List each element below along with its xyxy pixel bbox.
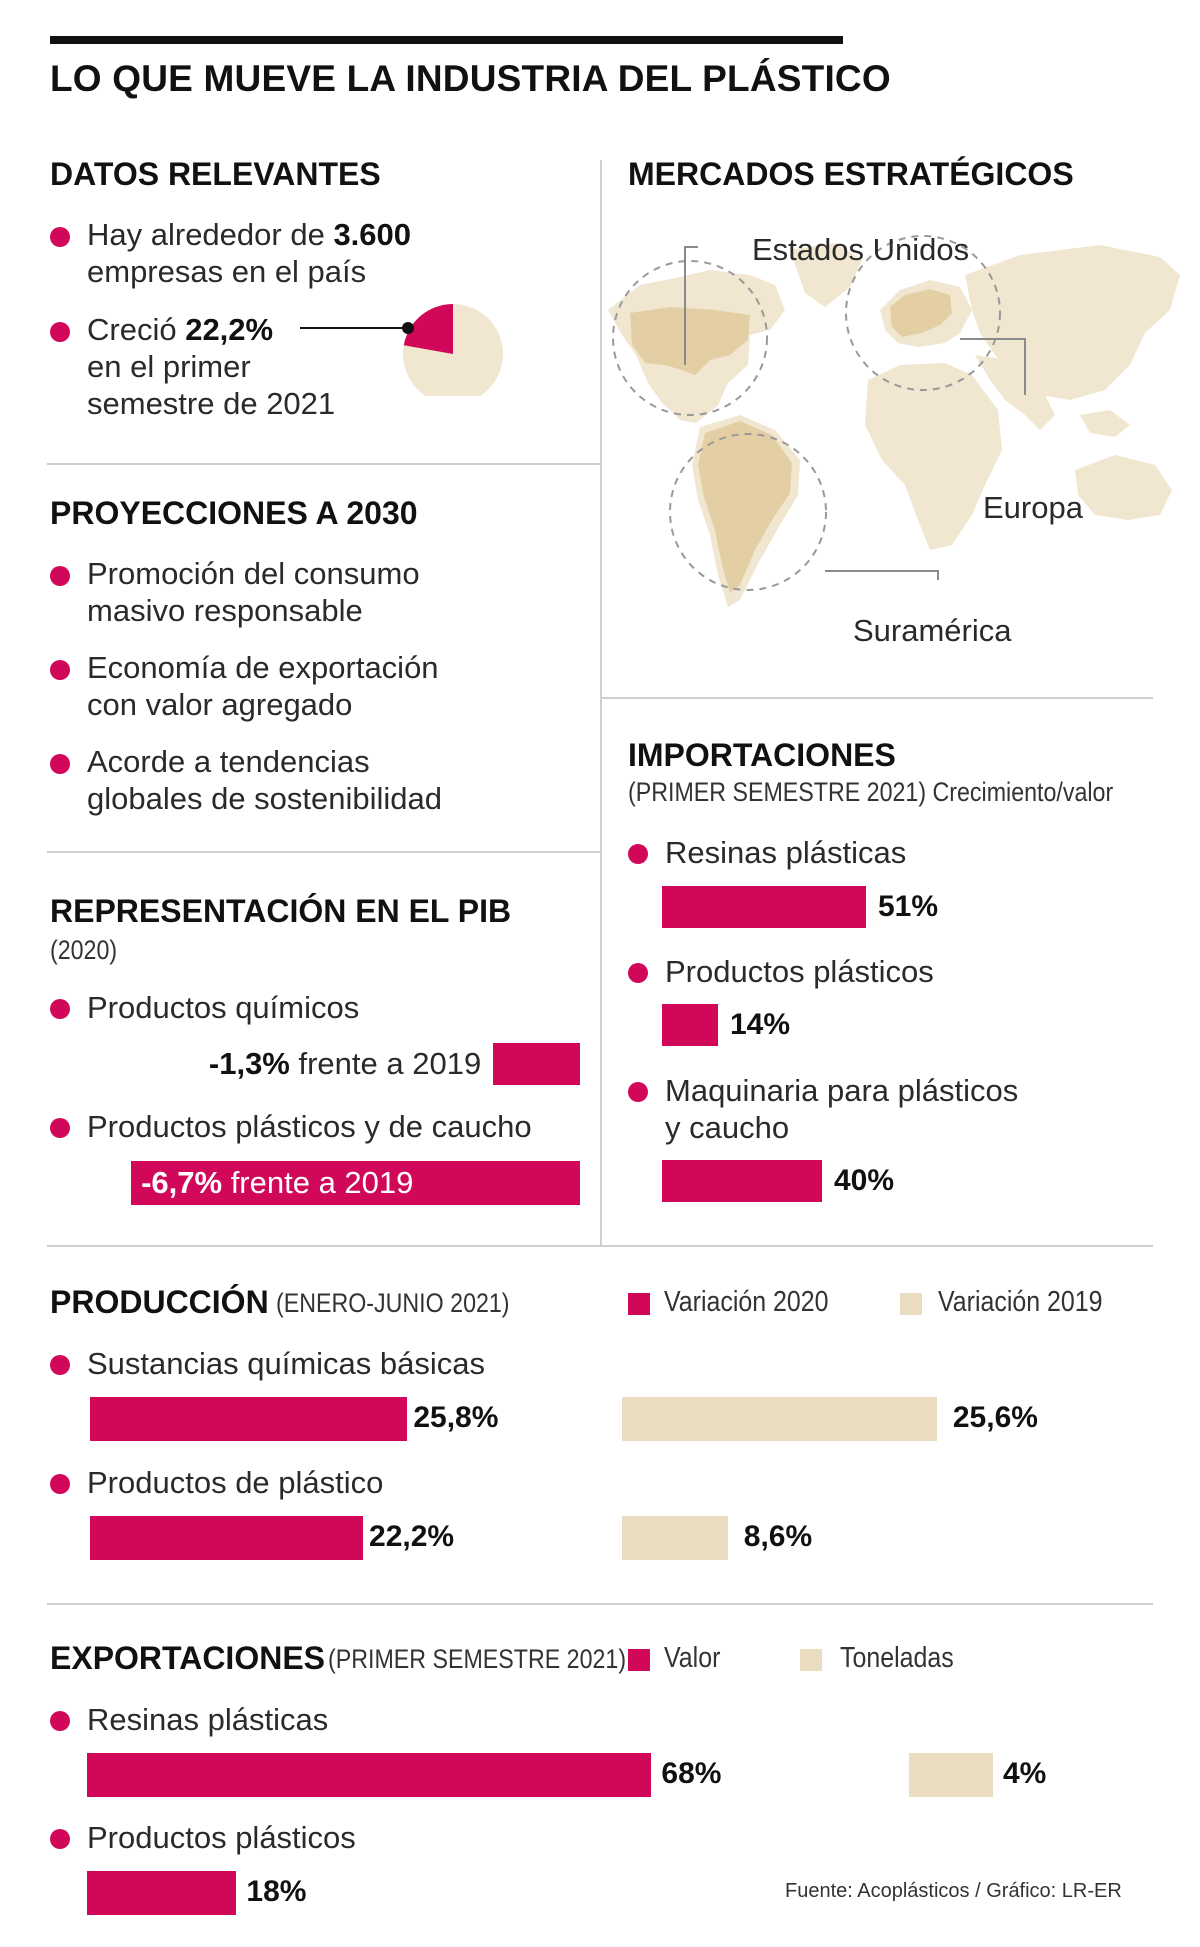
circle-usa — [612, 260, 768, 416]
import-bar-maquinaria — [662, 1160, 822, 1202]
produccion-value-2020-productos: 22,2% — [369, 1520, 455, 1553]
produccion-bar-2020-sustancias — [90, 1397, 408, 1441]
proyeccion-item-1: Promoción del consumo masivo responsable — [87, 556, 420, 628]
bullet-icon — [50, 999, 70, 1019]
section-heading-produccion: PRODUCCIÓN — [50, 1284, 269, 1320]
divider — [47, 1603, 1153, 1605]
legend-label-valor: Valor — [664, 1642, 721, 1674]
bullet-icon — [628, 963, 648, 983]
map-label-southamerica: Suramérica — [853, 613, 1012, 648]
circle-southamerica — [669, 433, 827, 591]
map-leaders — [684, 246, 1026, 580]
import-value-resinas: 51% — [878, 890, 939, 923]
page-title: LO QUE MUEVE LA INDUSTRIA DEL PLÁSTICO — [50, 58, 891, 99]
produccion-heading-row: PRODUCCIÓN — [50, 1284, 269, 1321]
pib-bar-quimicos — [492, 1043, 580, 1085]
produccion-label-sustancias: Sustancias químicas básicas — [87, 1346, 486, 1381]
export-value-valor-resinas: 68% — [661, 1757, 722, 1790]
produccion-bar-2019-productos — [622, 1516, 728, 1560]
title-rule — [50, 36, 843, 44]
export-bar-valor-resinas — [87, 1753, 652, 1797]
export-value-valor-productos: 18% — [246, 1875, 307, 1908]
region-circles — [612, 235, 1001, 591]
pib-value-plasticos: -6,7% frente a 2019 — [141, 1165, 414, 1200]
map-label-usa: Estados Unidos — [752, 232, 970, 267]
bullet-icon — [628, 1082, 648, 1102]
bullet-icon — [50, 322, 70, 342]
produccion-value-2020-sustancias: 25,8% — [413, 1401, 499, 1434]
export-label-productos: Productos plásticos — [87, 1820, 356, 1855]
bullet-icon — [50, 1711, 70, 1731]
import-bar-resinas — [662, 886, 866, 928]
proyeccion-item-3: Acorde a tendencias globales de sostenibi… — [87, 744, 443, 816]
bullet-icon — [50, 227, 70, 247]
region-usa — [630, 307, 750, 375]
source-credit: Fuente: Acoplásticos / Gráfico: LR-ER — [785, 1880, 1122, 1902]
import-label-resinas: Resinas plásticas — [665, 835, 907, 870]
legend-swatch-2019 — [900, 1293, 922, 1315]
produccion-bar-2020-productos — [90, 1516, 364, 1560]
divider — [47, 463, 600, 465]
import-value-productos: 14% — [730, 1008, 791, 1041]
legend-swatch-toneladas — [800, 1649, 822, 1671]
bullet-icon — [50, 1474, 70, 1494]
produccion-value-2019-productos: 8,6% — [743, 1520, 813, 1553]
bullet-icon — [50, 566, 70, 586]
pib-bar-plasticos — [131, 1161, 580, 1205]
divider — [47, 851, 600, 853]
pie-slice-growth — [403, 304, 453, 354]
legend-swatch-2020 — [628, 1293, 650, 1315]
export-bar-valor-productos — [87, 1871, 237, 1915]
export-label-resinas: Resinas plásticas — [87, 1702, 329, 1737]
section-heading-proyecciones: PROYECCIONES A 2030 — [50, 495, 418, 531]
pib-label-quimicos: Productos químicos — [87, 990, 360, 1025]
import-label-productos: Productos plásticos — [665, 954, 934, 989]
section-heading-mercados: MERCADOS ESTRATÉGICOS — [628, 156, 1074, 192]
pib-value-quimicos: -1,3% frente a 2019 — [208, 1046, 482, 1081]
world-map — [608, 235, 1180, 607]
bullet-icon — [50, 1118, 70, 1138]
proyeccion-item-2: Economía de exportación con valor agregad… — [87, 650, 439, 722]
produccion-bar-2019-sustancias — [622, 1397, 937, 1441]
region-europe — [890, 289, 952, 337]
import-value-maquinaria: 40% — [834, 1164, 895, 1197]
import-label-maquinaria: Maquinaria para plásticos y caucho — [665, 1073, 1019, 1145]
produccion-label-productos: Productos de plástico — [87, 1465, 384, 1500]
world-land — [608, 243, 1180, 607]
circle-europe — [845, 235, 1001, 391]
legend-label-2020: Variación 2020 — [664, 1286, 829, 1318]
divider — [600, 697, 1153, 699]
bullet-icon — [50, 1355, 70, 1375]
bullet-icon — [50, 660, 70, 680]
region-southamerica — [698, 421, 792, 593]
produccion-value-2019-sustancias: 25,6% — [952, 1401, 1038, 1434]
pib-subtitle: (2020) — [50, 935, 118, 965]
pib-label-plasticos: Productos plásticos y de caucho — [87, 1109, 532, 1144]
section-heading-datos: DATOS RELEVANTES — [50, 156, 381, 192]
legend-label-2019: Variación 2019 — [938, 1286, 1103, 1318]
datos-item-2: Creció 22,2% en el primer semestre de 20… — [87, 312, 336, 421]
datos-item-1: Hay alrededor de 3.600 empresas en el pa… — [87, 217, 412, 289]
section-heading-exportaciones: EXPORTACIONES — [50, 1640, 325, 1676]
divider — [47, 1245, 1153, 1247]
section-heading-importaciones: IMPORTACIONES — [628, 737, 896, 773]
map-label-europe: Europa — [983, 490, 1083, 525]
importaciones-subtitle: (PRIMER SEMESTRE 2021) Crecimiento/valor — [628, 777, 1114, 807]
vertical-divider — [600, 160, 602, 1246]
legend-swatch-valor — [628, 1649, 650, 1671]
highlighted-regions — [630, 289, 952, 593]
bullet-icon — [628, 844, 648, 864]
exportaciones-subtitle: (PRIMER SEMESTRE 2021) — [328, 1644, 627, 1674]
growth-pie — [300, 304, 503, 396]
bullet-icon — [50, 754, 70, 774]
export-value-toneladas-resinas: 4% — [1003, 1757, 1047, 1790]
legend-label-toneladas: Toneladas — [840, 1642, 954, 1674]
pie-leader-dot — [402, 322, 414, 334]
section-heading-pib: REPRESENTACIÓN EN EL PIB — [50, 893, 512, 929]
import-bar-productos — [662, 1004, 718, 1046]
produccion-subtitle: (ENERO-JUNIO 2021) — [276, 1288, 510, 1318]
export-bar-toneladas-resinas — [909, 1753, 993, 1797]
bullet-icon — [50, 1829, 70, 1849]
